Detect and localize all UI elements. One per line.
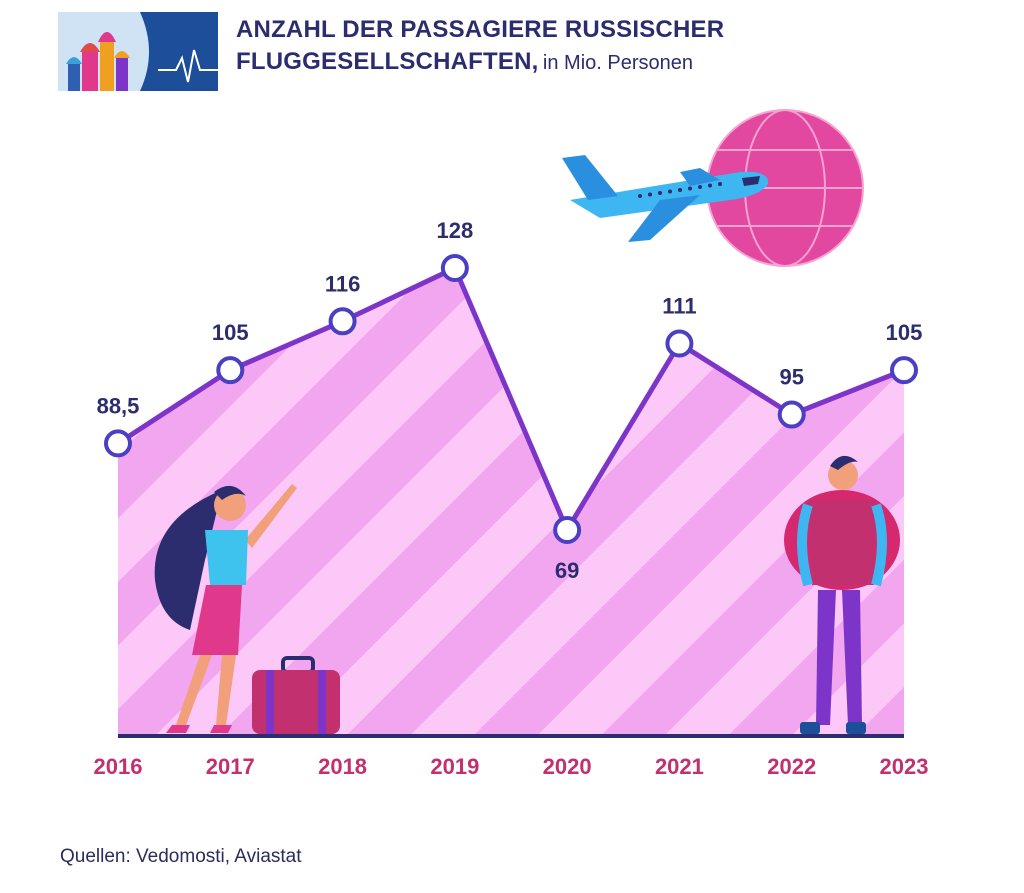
data-point-2019 xyxy=(440,254,469,282)
value-label-2022: 95 xyxy=(779,365,803,390)
value-label-2021: 111 xyxy=(662,293,696,318)
data-point-2023 xyxy=(890,356,918,385)
x-tick-label-2021: 2021 xyxy=(655,754,704,779)
x-tick-label-2016: 2016 xyxy=(94,754,143,779)
x-tick-label-2020: 2020 xyxy=(543,754,592,779)
title-line-2-bold: FLUGGESELLSCHAFTEN, xyxy=(236,48,539,76)
value-label-2019: 128 xyxy=(436,218,473,243)
globe-illustration xyxy=(706,109,864,267)
chart-title: ANZAHL DER PASSAGIERE RUSSISCHER FLUGGES… xyxy=(236,14,724,79)
man-illustration xyxy=(784,455,900,734)
logo xyxy=(58,12,218,91)
series-line xyxy=(116,265,905,533)
data-point-2017 xyxy=(216,356,245,385)
value-label-2018: 116 xyxy=(325,271,361,296)
data-point-2021 xyxy=(665,329,694,358)
woman-illustration xyxy=(154,484,297,733)
value-label-2020: 69 xyxy=(555,558,579,583)
value-label-2023: 105 xyxy=(886,320,923,345)
x-tick-label-2018: 2018 xyxy=(318,754,367,779)
x-tick-label-2023: 2023 xyxy=(880,754,929,779)
source-note: Quellen: Vedomosti, Aviastat xyxy=(60,846,302,867)
data-point-2020 xyxy=(553,516,582,544)
area-fill xyxy=(118,268,904,736)
x-tick-label-2022: 2022 xyxy=(767,754,816,779)
data-point-2016 xyxy=(104,429,132,458)
data-point-2018 xyxy=(328,307,357,336)
title-line-1: ANZAHL DER PASSAGIERE RUSSISCHER xyxy=(236,16,725,43)
data-point-2022 xyxy=(777,400,806,429)
title-line-2: FLUGGESELLSCHAFTEN, in Mio. Personen xyxy=(236,46,724,78)
suitcase-illustration xyxy=(252,656,340,734)
value-label-2017: 105 xyxy=(212,320,249,345)
airplane-illustration xyxy=(562,155,769,242)
value-label-2016: 88,5 xyxy=(97,393,140,418)
x-tick-label-2017: 2017 xyxy=(206,754,255,779)
x-tick-label-2019: 2019 xyxy=(430,754,479,779)
title-unit: in Mio. Personen xyxy=(542,52,693,75)
